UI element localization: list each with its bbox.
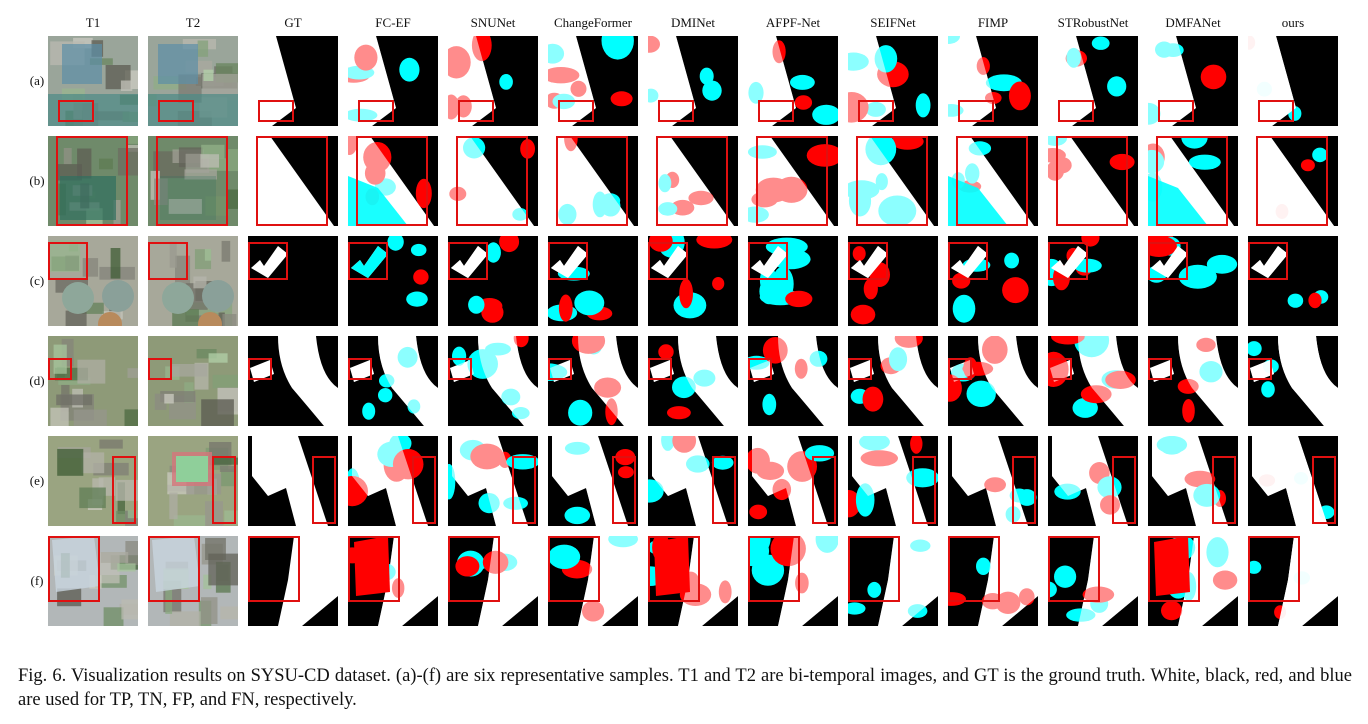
- column-header-fc-ef: FC-EF: [375, 15, 411, 30]
- mask-dminet-row-f: [648, 536, 738, 626]
- image-t1-row-d: [48, 336, 138, 426]
- mask-snunet-row-e: [448, 436, 538, 526]
- column-header-t1: T1: [85, 15, 101, 30]
- mask-afpf-net-row-f: [748, 536, 838, 626]
- column-header-gt: GT: [284, 15, 302, 30]
- mask-seifnet-row-f: [848, 536, 938, 626]
- mask-ours-row-f: [1248, 536, 1338, 626]
- mask-seifnet-row-e: [848, 436, 938, 526]
- mask-dmfanet-row-f: [1148, 536, 1238, 626]
- mask-fc-ef-row-d: [348, 336, 438, 426]
- column-header-afpf-net: AFPF-Net: [765, 15, 821, 30]
- mask-changeformer-row-e: [548, 436, 638, 526]
- mask-afpf-net-row-e: [748, 436, 838, 526]
- mask-gt-row-c: [248, 236, 338, 326]
- image-t2-row-f: [148, 536, 238, 626]
- mask-changeformer-row-a: [548, 36, 638, 126]
- image-t2-row-d: [148, 336, 238, 426]
- mask-snunet-row-a: [448, 36, 538, 126]
- row-label-c: (c): [29, 273, 45, 288]
- mask-dminet-row-a: [648, 36, 738, 126]
- mask-dminet-row-c: [648, 236, 738, 326]
- mask-ours-row-a: [1248, 36, 1338, 126]
- mask-seifnet-row-c: [848, 236, 938, 326]
- mask-fimp-row-f: [948, 536, 1038, 626]
- mask-changeformer-row-c: [548, 236, 638, 326]
- mask-afpf-net-row-b: [748, 136, 838, 226]
- mask-seifnet-row-a: [848, 36, 938, 126]
- mask-snunet-row-c: [448, 236, 538, 326]
- mask-strobustnet-row-b: [1048, 136, 1138, 226]
- mask-gt-row-b: [248, 136, 338, 226]
- mask-snunet-row-b: [448, 136, 538, 226]
- image-t1-row-f: [48, 536, 138, 626]
- mask-ours-row-b: [1248, 136, 1338, 226]
- mask-dminet-row-e: [648, 436, 738, 526]
- mask-strobustnet-row-d: [1048, 336, 1138, 426]
- mask-snunet-row-f: [448, 536, 538, 626]
- mask-fimp-row-e: [948, 436, 1038, 526]
- mask-dminet-row-d: [648, 336, 738, 426]
- mask-fc-ef-row-a: [348, 36, 438, 126]
- image-t2-row-e: [148, 436, 238, 526]
- mask-gt-row-d: [248, 336, 338, 426]
- mask-gt-row-e: [248, 436, 338, 526]
- image-t1-row-e: [48, 436, 138, 526]
- mask-dmfanet-row-a: [1148, 36, 1238, 126]
- mask-changeformer-row-b: [548, 136, 638, 226]
- mask-afpf-net-row-d: [748, 336, 838, 426]
- mask-afpf-net-row-c: [748, 236, 838, 326]
- mask-ours-row-d: [1248, 336, 1338, 426]
- mask-ours-row-e: [1248, 436, 1338, 526]
- column-header-strobustnet: STRobustNet: [1057, 15, 1129, 30]
- row-label-e: (e): [29, 473, 45, 488]
- figure-caption: Fig. 6. Visualization results on SYSU-CD…: [18, 666, 1352, 710]
- mask-fc-ef-row-c: [348, 236, 438, 326]
- mask-seifnet-row-d: [848, 336, 938, 426]
- mask-fimp-row-b: [948, 136, 1038, 226]
- mask-strobustnet-row-e: [1048, 436, 1138, 526]
- column-header-dmfanet: DMFANet: [1165, 15, 1221, 30]
- mask-dmfanet-row-e: [1148, 436, 1238, 526]
- mask-fc-ef-row-b: [348, 136, 438, 226]
- image-t2-row-b: [148, 136, 238, 226]
- row-label-d: (d): [29, 373, 45, 388]
- row-label-f: (f): [30, 573, 44, 588]
- mask-fc-ef-row-f: [348, 536, 438, 626]
- row-label-a: (a): [29, 73, 45, 88]
- mask-dmfanet-row-c: [1148, 236, 1238, 326]
- mask-dmfanet-row-d: [1148, 336, 1238, 426]
- mask-strobustnet-row-c: [1048, 236, 1138, 326]
- mask-changeformer-row-f: [548, 536, 638, 626]
- column-header-fimp: FIMP: [977, 15, 1009, 30]
- mask-dminet-row-b: [648, 136, 738, 226]
- mask-ours-row-c: [1248, 236, 1338, 326]
- image-t1-row-b: [48, 136, 138, 226]
- mask-seifnet-row-b: [848, 136, 938, 226]
- column-header-t2: T2: [185, 15, 201, 30]
- image-t2-row-a: [148, 36, 238, 126]
- mask-gt-row-a: [248, 36, 338, 126]
- image-t2-row-c: [148, 236, 238, 326]
- mask-gt-row-f: [248, 536, 338, 626]
- mask-fimp-row-c: [948, 236, 1038, 326]
- image-t1-row-a: [48, 36, 138, 126]
- mask-changeformer-row-d: [548, 336, 638, 426]
- mask-strobustnet-row-f: [1048, 536, 1138, 626]
- image-t1-row-c: [48, 236, 138, 326]
- mask-strobustnet-row-a: [1048, 36, 1138, 126]
- column-header-ours: ours: [1281, 15, 1305, 30]
- mask-snunet-row-d: [448, 336, 538, 426]
- column-header-snunet: SNUNet: [470, 15, 516, 30]
- mask-dmfanet-row-b: [1148, 136, 1238, 226]
- column-header-changeformer: ChangeFormer: [554, 15, 632, 30]
- column-header-dminet: DMINet: [670, 15, 716, 30]
- mask-fimp-row-a: [948, 36, 1038, 126]
- column-header-seifnet: SEIFNet: [870, 15, 916, 30]
- row-label-b: (b): [29, 173, 45, 188]
- mask-fimp-row-d: [948, 336, 1038, 426]
- mask-fc-ef-row-e: [348, 436, 438, 526]
- mask-afpf-net-row-a: [748, 36, 838, 126]
